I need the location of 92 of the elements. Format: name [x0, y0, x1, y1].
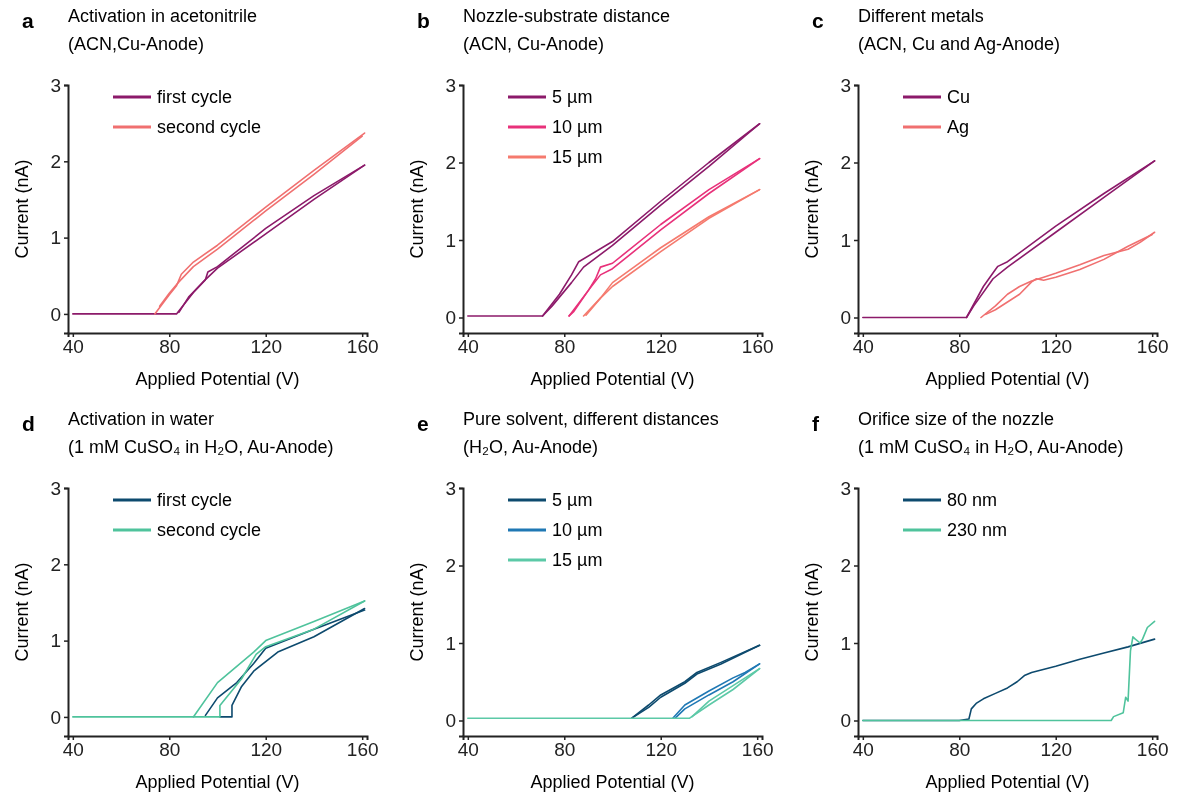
chart-title: Activation in water: [68, 409, 215, 429]
chart-title: Orifice size of the nozzle: [858, 409, 1055, 429]
x-tick-label: 160: [346, 739, 379, 761]
y-axis-title: Current (nA): [12, 159, 32, 259]
y-tick-label: 2: [445, 152, 456, 174]
chart-subtitle: (1 mM CuSO₄ in H₂O, Au-Anode): [68, 437, 334, 457]
x-axis-title: Applied Potential (V): [530, 772, 695, 792]
text: a: [22, 9, 34, 32]
y-tick-label: 1: [50, 227, 61, 249]
legend-label: Ag: [947, 117, 970, 137]
legend-label: 15 µm: [552, 550, 603, 570]
y-tick-label: 0: [50, 706, 61, 728]
chart-subtitle: (ACN, Cu-Anode): [463, 34, 605, 54]
x-tick-label: 40: [62, 739, 84, 761]
x-tick-label: 40: [457, 336, 479, 358]
y-axis-title: Current (nA): [407, 562, 427, 662]
legend-label: 5 µm: [552, 87, 593, 107]
y-tick-label: 0: [840, 710, 851, 732]
y-tick-label: 1: [50, 630, 61, 652]
x-tick-label: 120: [645, 336, 678, 358]
legend-label: 230 nm: [947, 520, 1008, 540]
x-tick-label: 80: [554, 739, 576, 761]
text: b: [417, 9, 430, 32]
x-tick-label: 80: [949, 336, 971, 358]
y-tick-label: 3: [840, 74, 851, 96]
x-tick-label: 160: [346, 336, 379, 358]
x-tick-label: 120: [1040, 739, 1073, 761]
x-tick-label: 120: [250, 739, 283, 761]
legend-label: 10 µm: [552, 117, 603, 137]
x-tick-label: 120: [250, 336, 283, 358]
y-tick-label: 2: [840, 152, 851, 174]
x-tick-label: 160: [741, 336, 774, 358]
legend-label: 10 µm: [552, 520, 603, 540]
y-tick-label: 3: [445, 74, 456, 96]
y-axis-title: Current (nA): [12, 562, 32, 662]
y-tick-label: 1: [840, 632, 851, 654]
y-tick-label: 3: [445, 477, 456, 499]
x-tick-label: 40: [852, 336, 874, 358]
text: e: [417, 412, 429, 435]
text: c: [812, 9, 824, 32]
x-tick-label: 160: [741, 739, 774, 761]
chart-title: Different metals: [858, 6, 984, 26]
y-tick-label: 2: [50, 553, 61, 575]
legend-label: 15 µm: [552, 147, 603, 167]
x-axis-title: Applied Potential (V): [925, 772, 1090, 792]
x-tick-label: 40: [852, 739, 874, 761]
x-tick-label: 80: [949, 739, 971, 761]
x-tick-label: 40: [457, 739, 479, 761]
x-tick-label: 120: [645, 739, 678, 761]
y-axis-title: Current (nA): [802, 159, 822, 259]
y-tick-label: 0: [50, 303, 61, 325]
chart-title: Pure solvent, different distances: [463, 409, 719, 429]
legend-label: second cycle: [157, 117, 262, 137]
legend-label: first cycle: [157, 87, 233, 107]
y-axis-title: Current (nA): [802, 562, 822, 662]
x-axis-title: Applied Potential (V): [135, 369, 300, 389]
legend-label: 80 nm: [947, 490, 998, 510]
x-tick-label: 160: [1136, 336, 1169, 358]
chart-title: Nozzle-substrate distance: [463, 6, 671, 26]
chart-subtitle: (1 mM CuSO₄ in H₂O, Au-Anode): [858, 437, 1124, 457]
legend-label: Cu: [947, 87, 971, 107]
legend-label: second cycle: [157, 520, 262, 540]
chart-subtitle: (H₂O, Au-Anode): [463, 437, 599, 457]
chart-subtitle: (ACN, Cu and Ag-Anode): [858, 34, 1061, 54]
text: d: [22, 412, 35, 435]
chart-title: Activation in acetonitrile: [68, 6, 258, 26]
y-tick-label: 0: [445, 710, 456, 732]
y-tick-label: 1: [445, 632, 456, 654]
y-tick-label: 2: [840, 555, 851, 577]
y-axis-title: Current (nA): [407, 159, 427, 259]
y-tick-label: 3: [50, 74, 61, 96]
y-tick-label: 2: [50, 150, 61, 172]
x-axis-title: Applied Potential (V): [925, 369, 1090, 389]
y-tick-label: 3: [50, 477, 61, 499]
x-tick-label: 80: [159, 739, 181, 761]
x-axis-title: Applied Potential (V): [530, 369, 695, 389]
x-tick-label: 160: [1136, 739, 1169, 761]
text: f: [812, 412, 820, 435]
x-axis-title: Applied Potential (V): [135, 772, 300, 792]
legend-label: first cycle: [157, 490, 233, 510]
y-tick-label: 3: [840, 477, 851, 499]
y-tick-label: 0: [840, 307, 851, 329]
y-tick-label: 0: [445, 307, 456, 329]
y-tick-label: 1: [445, 229, 456, 251]
x-tick-label: 120: [1040, 336, 1073, 358]
y-tick-label: 1: [840, 229, 851, 251]
x-tick-label: 80: [159, 336, 181, 358]
chart-subtitle: (ACN,Cu-Anode): [68, 34, 205, 54]
legend-label: 5 µm: [552, 490, 593, 510]
x-tick-label: 80: [554, 336, 576, 358]
x-tick-label: 40: [62, 336, 84, 358]
y-tick-label: 2: [445, 555, 456, 577]
